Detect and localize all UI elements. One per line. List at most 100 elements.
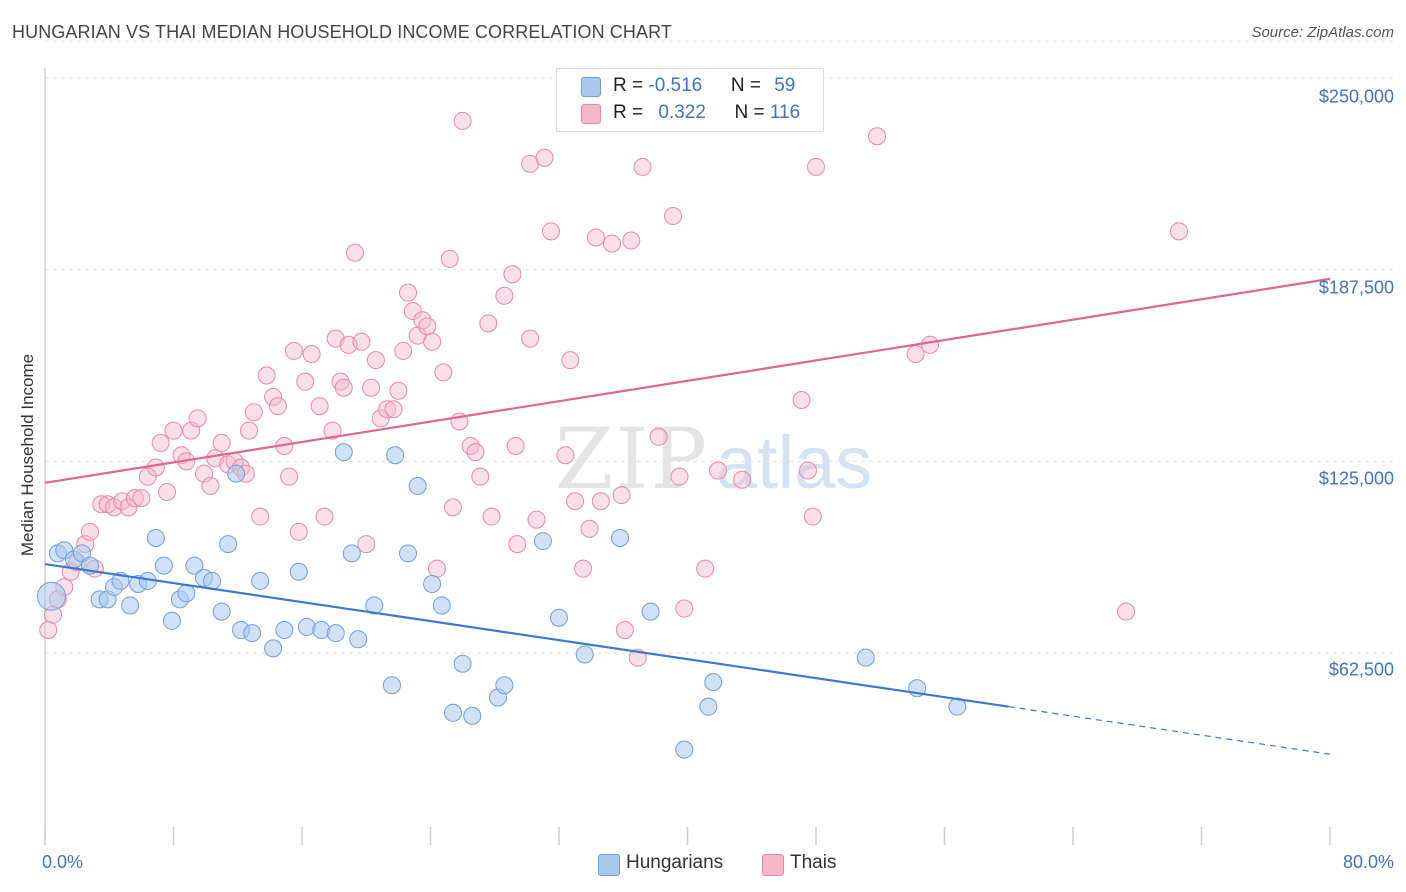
thai-point bbox=[80, 522, 99, 541]
hungarian-point bbox=[275, 621, 294, 639]
hungarian-point bbox=[399, 544, 418, 563]
thai-point bbox=[591, 492, 610, 511]
thai-point bbox=[906, 345, 925, 363]
watermark-zip: ZIP bbox=[555, 410, 709, 508]
thai-point bbox=[807, 157, 825, 176]
thai-point bbox=[479, 314, 498, 333]
thais-n-value: 116 bbox=[769, 102, 801, 123]
thai-point bbox=[556, 446, 575, 465]
hungarian-point bbox=[408, 476, 427, 495]
thai-point bbox=[495, 286, 514, 305]
thai-point bbox=[574, 559, 593, 578]
hungarian-point bbox=[386, 446, 405, 465]
thai-point bbox=[323, 421, 342, 440]
thai-point bbox=[280, 467, 299, 486]
thai-points bbox=[39, 111, 1189, 667]
thai-point bbox=[675, 599, 694, 618]
thai-point bbox=[315, 507, 334, 526]
hungarian-point bbox=[154, 556, 173, 575]
thai-point bbox=[188, 409, 207, 428]
hungarian-point bbox=[251, 571, 270, 590]
bottom-hungarians-label: Hungarians bbox=[626, 852, 724, 873]
thai-point bbox=[580, 519, 599, 538]
hungarians-n-label: N = bbox=[730, 75, 767, 96]
thai-point bbox=[423, 332, 442, 351]
thai-point bbox=[418, 317, 437, 336]
thai-point bbox=[158, 483, 177, 501]
hungarian-point bbox=[212, 602, 231, 621]
thai-point bbox=[284, 341, 303, 360]
x-tick-label-min: 0.0% bbox=[42, 852, 84, 872]
y-tick-label: $62,500 bbox=[1328, 659, 1394, 680]
chart-title: HUNGARIAN VS THAI MEDIAN HOUSEHOLD INCOM… bbox=[12, 22, 672, 42]
thai-point bbox=[389, 381, 408, 400]
thai-point bbox=[39, 621, 58, 639]
hungarian-point bbox=[227, 464, 246, 483]
thai-point bbox=[384, 400, 403, 419]
thai-point bbox=[289, 522, 308, 541]
thai-point bbox=[264, 387, 283, 406]
thai-point bbox=[413, 311, 432, 330]
thai-point bbox=[443, 498, 462, 517]
hungarians-swatch bbox=[581, 77, 601, 97]
thai-point bbox=[535, 148, 554, 167]
thai-point bbox=[357, 535, 376, 554]
legend-hungarians-text: R = -0.516 N = 59 bbox=[613, 75, 795, 97]
thai-point bbox=[603, 234, 622, 253]
hungarian-point bbox=[177, 584, 196, 603]
hungarian-point bbox=[219, 535, 238, 554]
thai-point bbox=[378, 400, 397, 419]
hungarian-point bbox=[162, 611, 181, 630]
hungarian-point bbox=[856, 648, 875, 667]
thai-point bbox=[366, 351, 385, 370]
thai-point bbox=[371, 409, 390, 428]
thai-point bbox=[334, 378, 353, 397]
hungarian-point bbox=[264, 639, 283, 658]
hungarian-point bbox=[453, 654, 472, 673]
thai-point bbox=[561, 351, 580, 370]
thai-point bbox=[506, 437, 525, 455]
hungarian-point bbox=[185, 556, 204, 575]
thai-point bbox=[508, 535, 527, 554]
x-tick-label-max: 80.0% bbox=[1342, 852, 1394, 872]
bottom-thais-swatch bbox=[762, 854, 784, 876]
thai-point bbox=[612, 486, 631, 505]
thai-point bbox=[310, 397, 329, 416]
hungarian-point bbox=[243, 624, 262, 643]
correlation-legend: R = -0.516 N = 59 R = 0.322 N = 116 bbox=[556, 68, 824, 132]
thai-point bbox=[521, 329, 540, 348]
thai-point bbox=[466, 443, 485, 462]
thais-swatch bbox=[581, 104, 601, 124]
hungarians-r-label: R = bbox=[613, 75, 649, 96]
thai-point bbox=[649, 427, 668, 446]
thai-point bbox=[146, 458, 165, 477]
thai-point bbox=[733, 470, 752, 489]
thai-point bbox=[633, 157, 652, 176]
hungarian-point bbox=[641, 602, 660, 621]
thai-point bbox=[482, 507, 501, 526]
hungarian-point bbox=[334, 443, 353, 462]
hungarian-point bbox=[326, 624, 345, 643]
thai-point bbox=[461, 437, 480, 455]
thai-point bbox=[244, 403, 263, 422]
thai-point bbox=[503, 265, 522, 284]
hungarian-point bbox=[533, 532, 552, 551]
hungarian-point bbox=[121, 596, 140, 615]
thai-point bbox=[346, 243, 365, 262]
thai-point bbox=[164, 421, 183, 440]
thai-trend-line bbox=[44, 277, 1331, 484]
hungarian-point bbox=[289, 562, 308, 581]
thai-point bbox=[201, 476, 220, 495]
trend-lines bbox=[44, 277, 1331, 755]
hungarian-point bbox=[423, 575, 442, 593]
thai-point bbox=[125, 489, 144, 508]
thai-point bbox=[132, 489, 151, 508]
hungarian-trend-extension bbox=[1008, 706, 1331, 755]
thai-point bbox=[541, 222, 560, 241]
thai-point bbox=[670, 467, 689, 486]
thai-point bbox=[239, 421, 258, 440]
thai-point bbox=[302, 345, 321, 363]
thai-point bbox=[615, 621, 634, 639]
thai-point bbox=[803, 507, 822, 526]
